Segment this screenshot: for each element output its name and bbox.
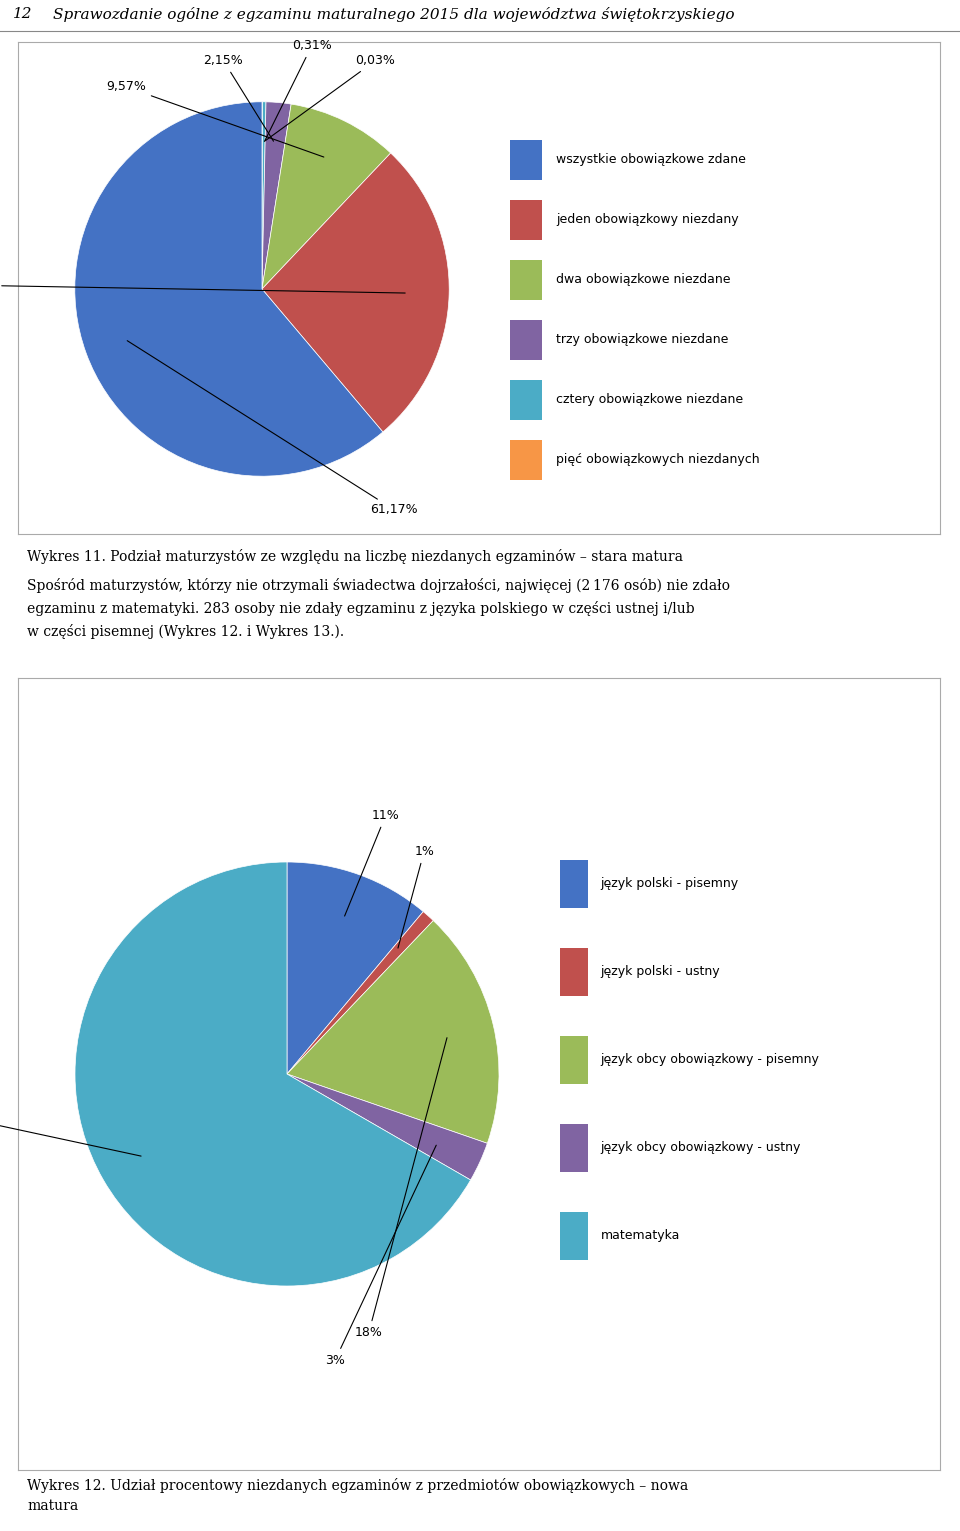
Text: 12: 12 xyxy=(12,8,32,21)
Text: 0,03%: 0,03% xyxy=(264,54,396,141)
Text: język obcy obowiązkowy - pisemny: język obcy obowiązkowy - pisemny xyxy=(601,1053,820,1067)
Wedge shape xyxy=(75,101,383,476)
Wedge shape xyxy=(287,911,433,1075)
Wedge shape xyxy=(262,101,266,289)
Text: Wykres 12. Udział procentowy niezdanych egzaminów z przedmiotów obowiązkowych – : Wykres 12. Udział procentowy niezdanych … xyxy=(27,1477,688,1513)
Wedge shape xyxy=(262,153,449,432)
Text: 18%: 18% xyxy=(355,1038,447,1340)
Bar xyxy=(560,1213,588,1260)
Text: 0,31%: 0,31% xyxy=(265,40,332,141)
Bar xyxy=(560,1124,588,1173)
Text: wszystkie obowiązkowe zdane: wszystkie obowiązkowe zdane xyxy=(556,153,746,167)
Text: język polski - ustny: język polski - ustny xyxy=(601,966,720,978)
Bar xyxy=(510,141,541,179)
Wedge shape xyxy=(75,862,470,1286)
Wedge shape xyxy=(262,104,391,289)
Bar xyxy=(560,860,588,908)
Text: trzy obowiązkowe niezdane: trzy obowiązkowe niezdane xyxy=(556,334,729,346)
Bar xyxy=(510,441,541,479)
Text: Sprawozdanie ogólne z egzaminu maturalnego 2015 dla województwa świętokrzyskiego: Sprawozdanie ogólne z egzaminu maturalne… xyxy=(53,8,734,21)
Bar xyxy=(510,260,541,300)
Text: język polski - pisemny: język polski - pisemny xyxy=(601,877,739,891)
Text: 11%: 11% xyxy=(345,808,399,916)
Bar xyxy=(560,1036,588,1084)
Wedge shape xyxy=(262,103,291,289)
Bar xyxy=(560,948,588,997)
Text: 3%: 3% xyxy=(325,1145,436,1367)
Text: jeden obowiązkowy niezdany: jeden obowiązkowy niezdany xyxy=(556,213,739,227)
Text: 26,77%: 26,77% xyxy=(0,279,405,292)
Text: 1%: 1% xyxy=(398,845,434,948)
Text: cztery obowiązkowe niezdane: cztery obowiązkowe niezdane xyxy=(556,393,743,407)
Text: dwa obowiązkowe niezdane: dwa obowiązkowe niezdane xyxy=(556,274,731,286)
Text: 66%: 66% xyxy=(0,1115,141,1156)
Text: Spośród maturzystów, którzy nie otrzymali świadectwa dojrzałości, najwięcej (2 1: Spośród maturzystów, którzy nie otrzymal… xyxy=(27,579,731,638)
Text: matematyka: matematyka xyxy=(601,1229,680,1243)
Text: język obcy obowiązkowy - ustny: język obcy obowiązkowy - ustny xyxy=(601,1142,801,1154)
Text: 61,17%: 61,17% xyxy=(128,341,419,516)
Wedge shape xyxy=(287,862,423,1075)
Text: pięć obowiązkowych niezdanych: pięć obowiązkowych niezdanych xyxy=(556,453,759,467)
Bar xyxy=(510,380,541,419)
Wedge shape xyxy=(287,920,499,1144)
Bar xyxy=(510,201,541,240)
Text: 2,15%: 2,15% xyxy=(204,54,274,141)
Text: Wykres 11. Podział maturzystów ze względu na liczbę niezdanych egzaminów – stara: Wykres 11. Podział maturzystów ze względ… xyxy=(27,548,684,563)
Bar xyxy=(510,320,541,360)
Text: 9,57%: 9,57% xyxy=(106,80,324,158)
Wedge shape xyxy=(287,1075,488,1180)
